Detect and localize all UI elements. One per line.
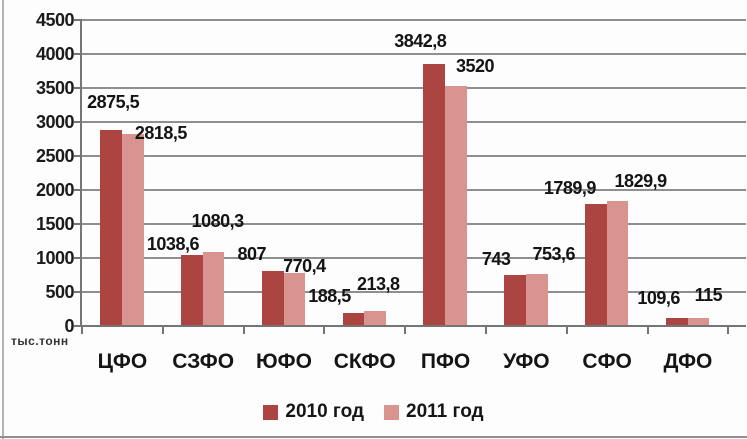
y-axis-tick-label: 0 [64,315,74,336]
data-label-2011-СКФО: 213,8 [356,273,400,294]
y-axis-tick [74,86,82,89]
y-axis-tick-label: 2500 [35,145,75,166]
x-axis-tick [161,326,164,334]
data-label-2011-ЮФО: 770,4 [283,256,326,277]
page-border-left [2,0,4,439]
gridline [82,154,746,157]
x-axis-tick [565,326,568,334]
y-axis-tick [74,324,82,327]
data-label-2010-СЗФО: 1038,6 [146,233,200,254]
legend-label-2010: 2010 год [285,401,365,422]
x-axis-tick [404,326,407,334]
legend: 2010 год 2011 год [0,401,747,423]
data-label-2011-СЗФО: 1080,3 [191,211,245,232]
x-axis-tick [484,326,487,334]
data-label-2010-СКФО: 188,5 [308,285,351,306]
category-label-ДФО: ДФО [663,350,713,373]
y-axis-tick [74,188,82,191]
bar-2011-СКФО [364,310,387,326]
x-axis-tick [81,326,83,334]
legend-label-2011: 2011 год [406,401,484,422]
category-label-СКФО: СКФО [333,350,396,373]
bar-2010-ЦФО [100,129,122,326]
data-label-2010-ЦФО: 2875,5 [87,91,140,112]
data-label-2011-УФО: 753,6 [532,244,576,265]
gridline [82,256,746,259]
y-axis-tick [74,18,82,21]
y-axis-tick [74,256,82,259]
bar-2010-ЮФО [261,270,284,326]
data-label-2010-ПФО: 3842,8 [394,31,447,52]
y-axis-tick [74,120,82,123]
gridline [82,86,746,89]
y-axis-tick [74,290,82,293]
gridline [82,120,746,123]
category-label-ЮФО: ЮФО [256,350,312,373]
y-axis-tick-label: 1500 [35,213,75,234]
y-axis-line [80,19,82,326]
data-label-2010-УФО: 743 [481,248,511,269]
bar-2010-СКФО [342,312,365,326]
bar-2010-ДФО [665,318,688,326]
gridline [82,18,746,21]
data-label-2010-СФО: 1789,9 [543,177,597,198]
x-axis-tick [323,326,326,334]
gridline [82,52,746,55]
category-label-УФО: УФО [503,350,550,373]
legend-swatch-2010-icon [263,404,279,420]
data-label-2011-ПФО: 3520 [455,56,495,77]
page-border-bottom [0,436,747,438]
x-axis-tick [646,326,649,334]
y-axis-tick-label: 3000 [35,111,75,132]
data-label-2011-СФО: 1829,9 [614,171,668,192]
y-axis-tick-label: 1000 [35,247,75,268]
bar-2010-СФО [585,203,607,326]
bar-2011-ЮФО [283,273,306,326]
category-label-ПФО: ПФО [420,350,471,373]
y-axis-tick [74,222,82,225]
y-axis-tick-label: 4500 [35,9,75,30]
category-label-СЗФО: СЗФО [172,350,235,373]
gridline [82,290,746,293]
x-axis-tick [242,326,245,334]
data-label-2010-ЮФО: 807 [237,243,266,264]
bar-2010-ПФО [423,64,446,326]
bar-2010-СЗФО [181,254,203,326]
bar-2011-ДФО [687,317,710,326]
y-axis-tick-label: 500 [45,281,74,302]
bar-2011-СФО [606,201,629,326]
legend-item-2011: 2011 год [384,401,484,423]
data-label-2011-ДФО: 115 [694,284,723,305]
bar-2011-УФО [525,274,548,326]
bar-2010-УФО [504,274,526,326]
category-label-СФО: СФО [582,350,632,373]
legend-item-2010: 2010 год [263,401,364,423]
y-axis-tick-label: 2000 [35,179,75,200]
gridline [82,188,746,191]
bar-2011-СЗФО [202,252,225,326]
x-axis-line [80,324,746,327]
y-axis-tick [74,52,82,55]
y-axis-tick-label: 3500 [35,77,75,98]
data-label-2011-ЦФО: 2818,5 [134,122,188,143]
y-axis-tick [74,154,82,157]
x-axis-tick [727,326,730,334]
gridline [82,222,746,225]
bar-2011-ПФО [445,86,467,326]
data-label-2010-ДФО: 109,6 [637,288,680,309]
category-label-ЦФО: ЦФО [97,350,148,373]
y-axis-unit-label: тыс.тонн [11,334,69,348]
bar-2011-ЦФО [122,133,144,326]
y-axis-tick-label: 4000 [35,43,75,64]
legend-swatch-2011-icon [384,404,400,420]
